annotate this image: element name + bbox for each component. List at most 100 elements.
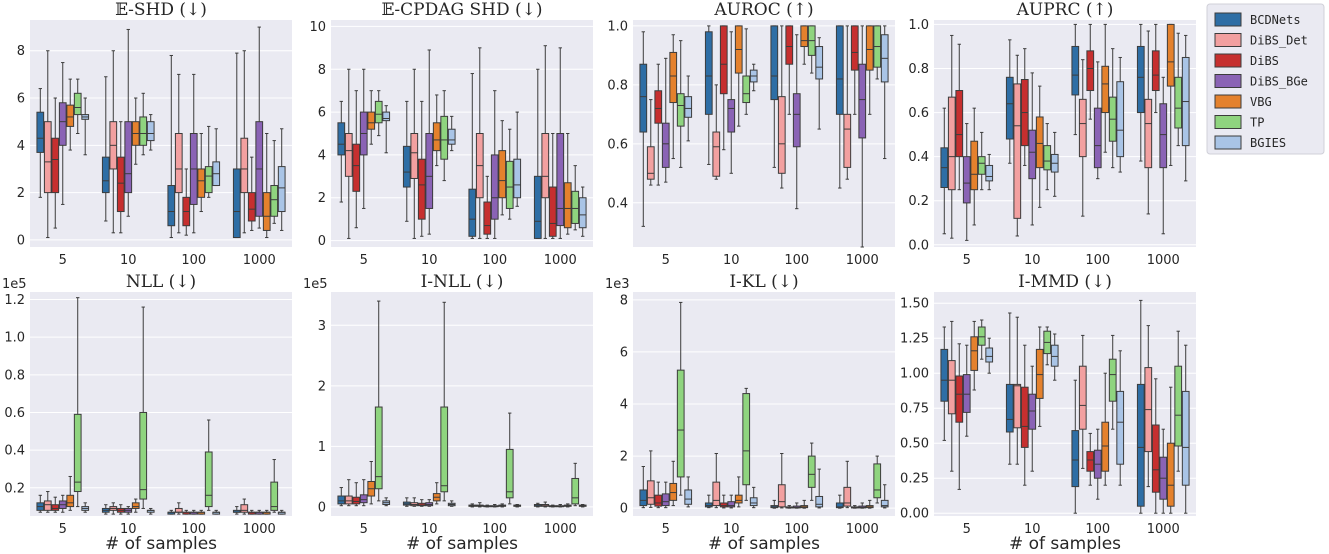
box-dibs-det — [174, 502, 183, 515]
box-iqr — [352, 496, 361, 505]
box-tp — [1108, 48, 1117, 169]
box-dibs-det — [240, 50, 249, 234]
box-iqr — [51, 137, 60, 194]
box-iqr — [1166, 23, 1175, 87]
box-bgies — [815, 37, 824, 130]
box-dibs-bge — [1159, 428, 1168, 514]
box-iqr — [962, 156, 971, 204]
box-vbg — [432, 482, 441, 505]
box-tp — [742, 387, 751, 501]
box-bcdnets — [533, 502, 542, 508]
box-dibs-det — [43, 491, 52, 513]
legend-label: VBG — [1250, 95, 1272, 109]
box-vbg — [800, 25, 809, 65]
box-dibs-bge — [556, 47, 565, 239]
box-tp — [977, 131, 986, 191]
box-bcdnets — [940, 326, 949, 441]
box-iqr — [734, 494, 743, 504]
box-vbg — [669, 34, 678, 160]
box-dibs — [1086, 432, 1095, 486]
box-bcdnets — [167, 509, 176, 515]
box-iqr — [483, 201, 492, 235]
box-bcdnets — [101, 504, 110, 515]
x-tick-label: 100 — [482, 253, 507, 268]
box-tp — [204, 125, 213, 198]
box-dibs-bge — [1093, 428, 1102, 500]
box-tp — [676, 40, 685, 168]
legend-label: DiBS_Det — [1250, 34, 1308, 48]
box-tp — [1043, 326, 1052, 366]
panel-title: I-MMD (↓) — [1018, 272, 1112, 292]
box-bcdnets — [835, 494, 844, 509]
x-tick-label: 5 — [963, 253, 971, 268]
box-iqr — [843, 113, 852, 168]
box-dibs-det — [410, 497, 419, 507]
legend-label: DiBS_BGe — [1250, 75, 1308, 89]
box-iqr — [676, 369, 685, 478]
box-dibs — [1151, 378, 1160, 514]
box-dibs — [182, 168, 191, 236]
box-tp — [139, 306, 148, 509]
box-iqr — [51, 504, 60, 511]
x-tick-label: 1000 — [846, 253, 879, 268]
box-iqr — [58, 102, 67, 146]
box-iqr — [262, 192, 271, 231]
y-tick-label: 0.50 — [900, 437, 929, 452]
box-dibs-bge — [490, 90, 499, 239]
box-tp — [139, 92, 148, 156]
box-bgies — [513, 503, 522, 508]
box-dibs-det — [777, 25, 786, 189]
box-bcdnets — [1005, 39, 1014, 164]
box-dibs-det — [777, 452, 786, 509]
box-tp — [440, 90, 449, 182]
box-iqr — [880, 499, 889, 508]
box-iqr — [402, 145, 411, 188]
box-dibs — [51, 496, 60, 513]
box-dibs-det — [712, 452, 721, 509]
box-dibs-det — [1144, 325, 1153, 488]
box-bcdnets — [232, 52, 241, 239]
box-dibs-bge — [962, 344, 971, 437]
box-iqr — [815, 46, 824, 80]
box-vbg — [1101, 372, 1110, 486]
box-vbg — [1166, 386, 1175, 514]
panel-title: AUROC (↑) — [713, 0, 813, 20]
box-iqr — [468, 188, 477, 237]
box-iqr — [947, 360, 956, 415]
box-iqr — [1050, 344, 1059, 367]
box-vbg — [131, 97, 140, 165]
box-dibs — [247, 156, 256, 231]
box-vbg — [367, 461, 376, 505]
box-vbg — [1101, 23, 1110, 153]
box-bcdnets — [1136, 23, 1145, 162]
box-bcdnets — [101, 76, 110, 222]
box-bgies — [880, 484, 889, 509]
box-iqr — [792, 93, 801, 148]
box-iqr — [684, 489, 693, 505]
box-iqr — [1101, 421, 1110, 472]
x-tick-label: 5 — [59, 522, 67, 537]
box-bgies — [749, 63, 758, 92]
box-tp — [374, 90, 383, 137]
box-iqr — [337, 495, 346, 505]
box-bcdnets — [337, 100, 346, 203]
box-bcdnets — [639, 31, 648, 227]
box-iqr — [1028, 393, 1037, 430]
box-dibs — [654, 63, 663, 186]
box-dibs — [785, 505, 794, 509]
box-bcdnets — [1071, 379, 1080, 514]
panel-immd: 0.00 0.25 0.50 0.75 1.00 1.25 1.50 I-MMD (↓) 5 10… — [900, 272, 1196, 554]
box-bcdnets — [36, 88, 45, 198]
x-tick-label: 1000 — [243, 522, 276, 537]
box-iqr — [1020, 386, 1029, 448]
x-tick-label: 10 — [1024, 253, 1041, 268]
box-iqr — [719, 25, 728, 95]
box-bcdnets — [468, 73, 477, 239]
box-iqr — [1078, 365, 1087, 430]
box-iqr — [977, 326, 986, 346]
x-tick-label: 10 — [723, 522, 740, 537]
x-tick-label: 100 — [1085, 522, 1110, 537]
box-vbg — [262, 133, 271, 239]
legend-swatch — [1214, 94, 1242, 109]
